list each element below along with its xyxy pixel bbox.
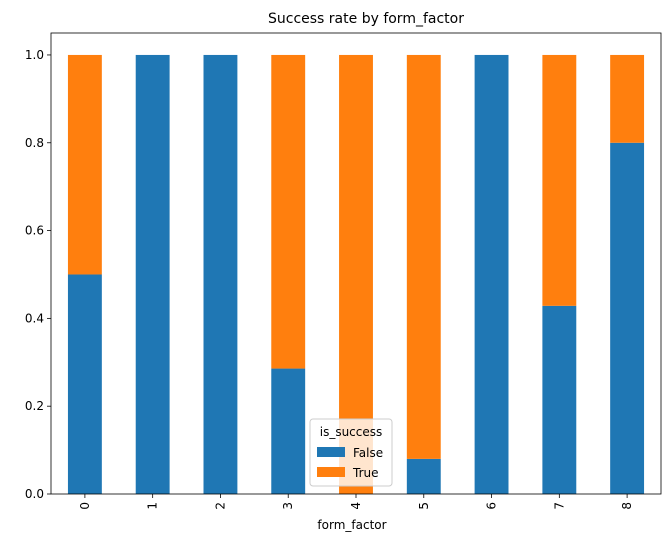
legend-swatch-true (317, 467, 345, 477)
x-tick-label-7: 7 (552, 502, 566, 510)
x-tick-label-6: 6 (485, 502, 499, 510)
bar-true-5 (406, 54, 441, 459)
bar-false-5 (406, 458, 441, 494)
bar-false-0 (67, 274, 102, 494)
x-tick-label-5: 5 (417, 502, 431, 510)
x-tick-label-3: 3 (281, 502, 295, 510)
legend-swatch-false (317, 447, 345, 457)
bar-true-3 (271, 54, 306, 369)
x-axis-label: form_factor (317, 518, 386, 532)
chart-title: Success rate by form_factor (268, 11, 464, 27)
y-tick-label-1.0: 1.0 (25, 48, 44, 62)
bar-false-7 (542, 305, 577, 494)
x-tick-label-0: 0 (78, 502, 92, 510)
bar-true-7 (542, 54, 577, 306)
x-tick-label-2: 2 (213, 502, 227, 510)
bar-false-8 (610, 142, 645, 494)
plot-frame (50, 32, 662, 495)
legend: is_success False True (309, 418, 393, 487)
x-tick-label-1: 1 (146, 502, 160, 510)
y-tick-label-0.8: 0.8 (25, 136, 44, 150)
legend-label-true: True (352, 466, 379, 480)
bar-false-2 (203, 54, 238, 494)
bar-true-0 (67, 54, 102, 275)
bar-true-8 (610, 54, 645, 143)
bar-false-6 (474, 54, 509, 494)
legend-title: is_success (320, 425, 383, 439)
bars-group (67, 54, 645, 494)
legend-label-false: False (353, 446, 383, 460)
bar-false-1 (135, 54, 170, 494)
y-tick-label-0.0: 0.0 (25, 487, 44, 501)
x-tick-label-8: 8 (620, 502, 634, 510)
y-tick-label-0.4: 0.4 (25, 311, 44, 325)
y-tick-label-0.6: 0.6 (25, 224, 44, 238)
axes-group: 0 1 2 3 4 5 6 7 8 0.0 0.2 0.4 0.6 0.8 1.0 (25, 32, 662, 510)
y-tick-label-0.2: 0.2 (25, 399, 44, 413)
bar-false-3 (271, 368, 306, 494)
x-tick-label-4: 4 (349, 502, 363, 510)
